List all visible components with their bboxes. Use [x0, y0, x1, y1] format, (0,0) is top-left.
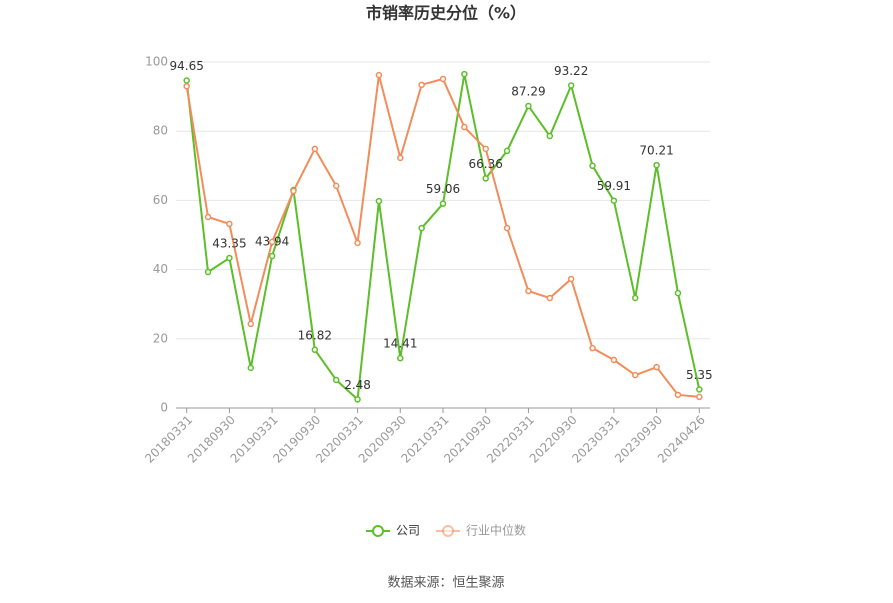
y-tick-label: 40 [153, 262, 168, 276]
point [397, 154, 404, 162]
point [332, 182, 340, 190]
point [268, 252, 276, 260]
point [696, 393, 703, 401]
point [418, 81, 425, 89]
point [204, 213, 212, 221]
point [696, 386, 703, 393]
legend-label: 公司 [396, 524, 420, 538]
point [461, 123, 468, 131]
point [567, 275, 575, 283]
y-tick-label: 60 [153, 193, 168, 207]
point [226, 220, 233, 228]
data-label: 94.65 [170, 59, 204, 73]
data-label: 14.41 [383, 337, 417, 351]
data-label: 93.22 [554, 64, 588, 78]
point [311, 145, 319, 153]
point [204, 268, 212, 276]
point [354, 396, 361, 403]
point [375, 71, 383, 79]
point [226, 254, 233, 262]
point [525, 102, 532, 110]
point [567, 82, 575, 89]
point [503, 224, 511, 232]
point [183, 82, 190, 90]
point [375, 197, 383, 205]
point [482, 145, 489, 153]
y-tick-label: 100 [145, 55, 168, 69]
y-tick-label: 0 [160, 401, 168, 415]
point [397, 354, 404, 362]
legend-marker [442, 525, 455, 537]
point [311, 346, 319, 354]
data-label: 66.36 [469, 157, 503, 171]
data-label: 87.29 [511, 84, 545, 98]
point [653, 161, 660, 169]
legend-marker [372, 525, 384, 537]
point [418, 224, 425, 232]
point [631, 371, 639, 379]
point [610, 356, 618, 364]
point [653, 363, 660, 371]
point [631, 294, 639, 302]
chart-title: 市销率历史分位（%） [366, 4, 526, 23]
data-label: 59.91 [597, 179, 631, 193]
data-label: 43.35 [212, 237, 246, 251]
point [247, 364, 255, 372]
data-label: 2.48 [344, 378, 371, 392]
point [439, 75, 447, 83]
point [674, 289, 682, 297]
point [290, 187, 297, 195]
point [610, 197, 618, 204]
source: 数据来源：恒生聚源 [387, 576, 504, 591]
data-label: 5.35 [686, 368, 713, 382]
point [439, 200, 447, 207]
point [546, 132, 554, 140]
data-label: 70.21 [639, 144, 673, 158]
point [589, 162, 596, 170]
point [546, 294, 554, 302]
y-tick-label: 80 [153, 124, 168, 138]
y-tick-label: 20 [153, 331, 168, 345]
point [525, 287, 532, 295]
point [461, 70, 468, 78]
legend-label: 行业中位数 [466, 523, 526, 538]
point [503, 147, 511, 155]
point [268, 238, 276, 246]
data-label: 59.06 [426, 182, 460, 196]
point [482, 175, 489, 182]
point [247, 320, 255, 328]
point [589, 344, 596, 352]
point [354, 239, 361, 247]
data-label: 16.82 [298, 328, 332, 342]
point [674, 391, 682, 399]
point [183, 77, 190, 84]
point [332, 376, 340, 384]
